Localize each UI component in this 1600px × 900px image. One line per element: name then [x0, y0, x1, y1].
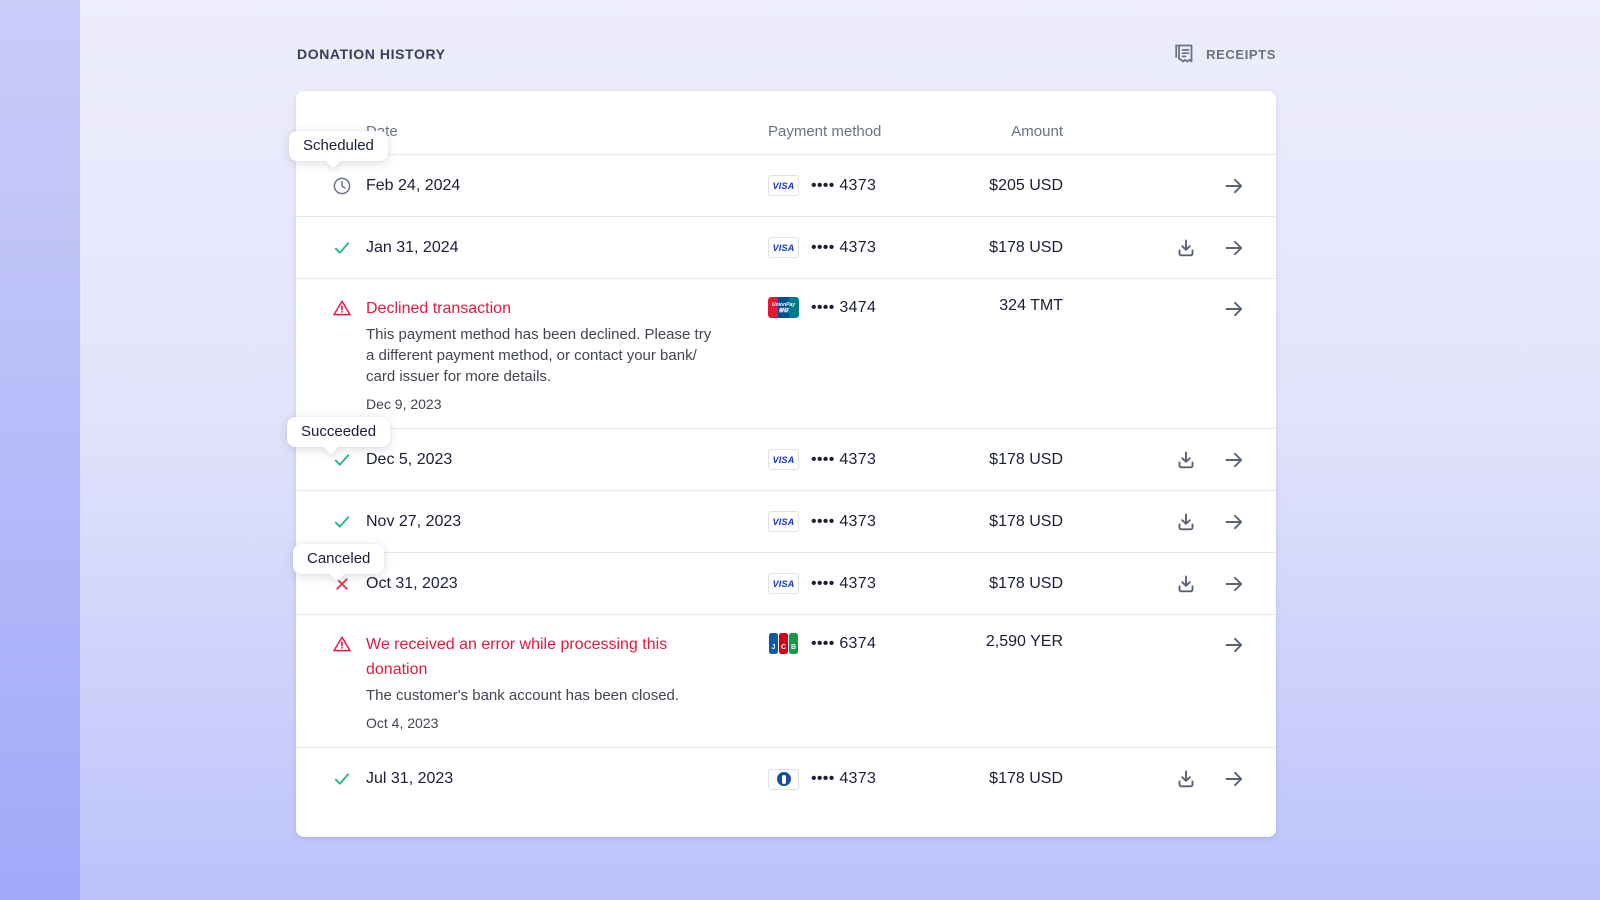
check-icon — [332, 512, 352, 532]
card-last4: •••• 4373 — [811, 176, 877, 194]
column-header-amount: Amount — [1011, 123, 1063, 140]
visa-badge: VISA — [768, 573, 799, 594]
arrow-right-icon[interactable] — [1222, 174, 1246, 198]
background-accent-strip — [0, 0, 80, 900]
column-header-payment: Payment method — [768, 123, 882, 140]
card-last4: •••• 6374 — [811, 634, 877, 652]
row-date: Jul 31, 2023 — [366, 770, 454, 787]
table-row[interactable]: Jul 31, 2023 •••• 4373 $178 USD — [296, 748, 1276, 810]
arrow-right-icon[interactable] — [1222, 572, 1246, 596]
card-last4: •••• 4373 — [811, 450, 877, 468]
error-row-date: Oct 4, 2023 — [366, 715, 439, 731]
arrow-right-icon[interactable] — [1222, 236, 1246, 260]
diners-badge — [768, 768, 799, 790]
table-row[interactable]: Declined transaction This payment method… — [296, 279, 1276, 429]
download-icon[interactable] — [1174, 236, 1198, 260]
arrow-right-icon[interactable] — [1222, 633, 1246, 657]
tooltip-canceled: Canceled — [293, 544, 385, 574]
row-amount: $178 USD — [989, 574, 1063, 592]
visa-badge: VISA — [768, 511, 799, 532]
row-date: Nov 27, 2023 — [366, 512, 462, 530]
row-amount: $178 USD — [989, 450, 1063, 468]
card-last4: •••• 4373 — [811, 512, 877, 530]
row-date: Oct 31, 2023 — [366, 574, 458, 592]
row-date: Dec 5, 2023 — [366, 450, 453, 468]
download-icon[interactable] — [1174, 510, 1198, 534]
row-amount: $178 USD — [989, 770, 1063, 787]
arrow-right-icon[interactable] — [1222, 297, 1246, 321]
check-icon — [332, 238, 352, 258]
table-row[interactable]: Nov 27, 2023 VISA •••• 4373 $178 USD — [296, 491, 1276, 553]
error-message: The customer's bank account has been clo… — [366, 687, 680, 704]
row-amount: $205 USD — [989, 176, 1063, 194]
arrow-right-icon[interactable] — [1222, 448, 1246, 472]
visa-badge: VISA — [768, 449, 799, 470]
visa-badge: VISA — [768, 237, 799, 258]
download-icon[interactable] — [1174, 767, 1198, 791]
visa-badge: VISA — [768, 175, 799, 196]
arrow-right-icon[interactable] — [1222, 510, 1246, 534]
card-last4: •••• 4373 — [811, 238, 877, 256]
check-icon — [332, 450, 352, 470]
card-last4: •••• 3474 — [811, 298, 877, 316]
warning-icon — [332, 634, 352, 654]
card-last4: •••• 4373 — [811, 574, 877, 592]
card-last4: •••• 4373 — [811, 770, 877, 787]
download-icon[interactable] — [1174, 448, 1198, 472]
receipts-label: RECEIPTS — [1206, 46, 1276, 62]
row-date: Feb 24, 2024 — [366, 176, 461, 194]
table-row[interactable]: Feb 24, 2024 VISA •••• 4373 $205 USD — [296, 155, 1276, 217]
page-title: DONATION HISTORY — [297, 46, 446, 62]
tooltip-scheduled: Scheduled — [289, 131, 388, 161]
table-header: Date Payment method Amount — [296, 91, 1276, 155]
row-date: Jan 31, 2024 — [366, 238, 459, 256]
row-amount: $178 USD — [989, 512, 1063, 530]
warning-icon — [332, 298, 352, 318]
table-row[interactable]: We received an error while processing th… — [296, 615, 1276, 748]
table-row[interactable]: Oct 31, 2023 VISA •••• 4373 $178 USD — [296, 553, 1276, 615]
receipts-button[interactable]: RECEIPTS — [1171, 40, 1276, 68]
arrow-right-icon[interactable] — [1222, 767, 1246, 791]
receipt-icon — [1171, 40, 1197, 68]
row-amount: 2,590 YER — [985, 633, 1063, 650]
check-icon — [332, 769, 352, 789]
error-row-date: Dec 9, 2023 — [366, 396, 442, 412]
donation-history-card: Date Payment method Amount Feb 24, 2024 … — [296, 91, 1276, 837]
clock-icon — [332, 176, 352, 196]
column-header-date: Date — [366, 123, 768, 140]
row-amount: 324 TMT — [999, 297, 1063, 314]
unionpay-badge: UnionPay 银联 — [768, 297, 799, 318]
row-amount: $178 USD — [989, 238, 1063, 256]
table-row[interactable]: Dec 5, 2023 VISA •••• 4373 $178 USD — [296, 429, 1276, 491]
table-row[interactable]: Jan 31, 2024 VISA •••• 4373 $178 USD — [296, 217, 1276, 279]
tooltip-succeeded: Succeeded — [287, 417, 391, 447]
x-icon — [332, 574, 352, 594]
error-title: Declined transaction — [366, 300, 511, 317]
error-title: We received an error while processing th… — [366, 636, 668, 678]
download-icon[interactable] — [1174, 572, 1198, 596]
error-message: This payment method has been declined. P… — [366, 326, 712, 385]
